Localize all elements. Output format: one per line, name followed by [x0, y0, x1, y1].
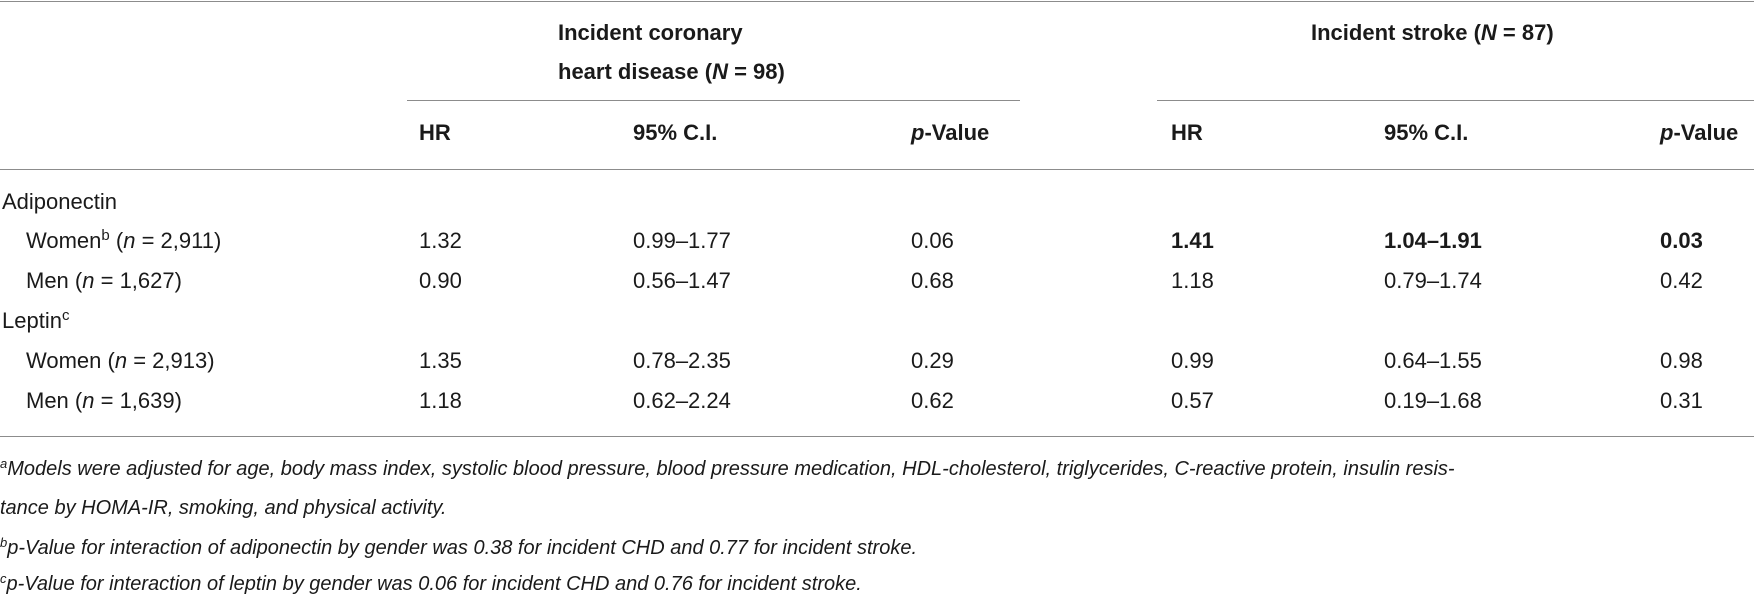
footnote-a-line1: aModels were adjusted for age, body mass…: [0, 456, 1455, 480]
col-chd-ci: 95% C.I.: [633, 120, 718, 145]
chd-p-cell: 0.68: [911, 268, 954, 293]
chd-hr-cell: 1.32: [419, 228, 462, 253]
row-label: Women (n = 2,913): [26, 348, 215, 373]
chd-p-cell: 0.62: [911, 388, 954, 413]
col-stroke-ci: 95% C.I.: [1384, 120, 1469, 145]
stroke-ci-cell: 0.79–1.74: [1384, 268, 1482, 293]
chd-span-rule: [407, 100, 1020, 101]
col-stroke-p: p-Value: [1660, 120, 1739, 145]
stroke-hr-cell: 0.99: [1171, 348, 1214, 373]
chd-ci-cell: 0.56–1.47: [633, 268, 731, 293]
group-label-adiponectin: Adiponectin: [2, 189, 117, 214]
stroke-ci-cell: 1.04–1.91: [1384, 228, 1482, 253]
footnote-c: cp-Value for interaction of leptin by ge…: [0, 571, 862, 595]
footnote-b: bp-Value for interaction of adiponectin …: [0, 535, 918, 559]
col-stroke-hr: HR: [1171, 120, 1203, 145]
chd-header-line1: Incident coronary: [558, 20, 743, 45]
chd-p-cell: 0.29: [911, 348, 954, 373]
stroke-hr-cell: 1.41: [1171, 228, 1214, 253]
chd-hr-cell: 1.18: [419, 388, 462, 413]
chd-ci-cell: 0.78–2.35: [633, 348, 731, 373]
footnote-a-line2: tance by HOMA-IR, smoking, and physical …: [0, 497, 447, 519]
chd-header-line2: heart disease (N = 98): [558, 59, 785, 84]
chd-hr-cell: 1.35: [419, 348, 462, 373]
chd-p-cell: 0.06: [911, 228, 954, 253]
row-label: Womenb (n = 2,911): [26, 227, 222, 253]
stroke-p-cell: 0.31: [1660, 388, 1703, 413]
chd-ci-cell: 0.99–1.77: [633, 228, 731, 253]
stroke-p-cell: 0.98: [1660, 348, 1703, 373]
chd-ci-cell: 0.62–2.24: [633, 388, 731, 413]
group-label-leptin: Leptinc: [2, 307, 70, 333]
stroke-header: Incident stroke (N = 87): [1311, 20, 1554, 45]
chd-hr-cell: 0.90: [419, 268, 462, 293]
stroke-ci-cell: 0.19–1.68: [1384, 388, 1482, 413]
col-chd-hr: HR: [419, 120, 451, 145]
stroke-p-cell: 0.42: [1660, 268, 1703, 293]
row-label: Men (n = 1,627): [26, 268, 182, 293]
stroke-hr-cell: 1.18: [1171, 268, 1214, 293]
stroke-span-rule: [1157, 100, 1754, 101]
col-chd-p: p-Value: [911, 120, 990, 145]
stroke-p-cell: 0.03: [1660, 228, 1703, 253]
body-bottom-rule: [0, 436, 1754, 437]
stroke-hr-cell: 0.57: [1171, 388, 1214, 413]
row-label: Men (n = 1,639): [26, 388, 182, 413]
header-bottom-rule: [0, 169, 1754, 170]
top-rule: [0, 1, 1754, 2]
stroke-ci-cell: 0.64–1.55: [1384, 348, 1482, 373]
